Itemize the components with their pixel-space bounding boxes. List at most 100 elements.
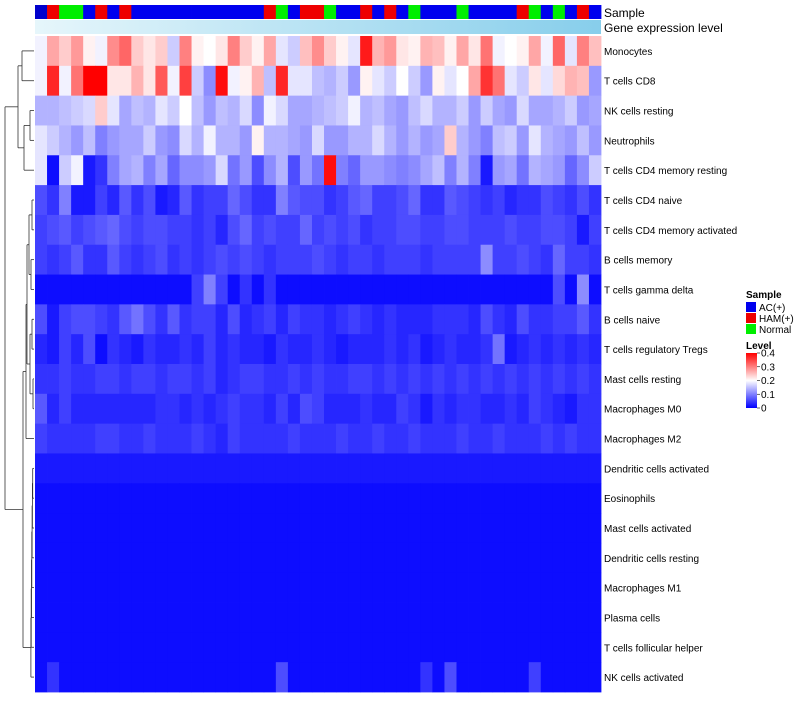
- heatmap-cell: [107, 334, 120, 365]
- heatmap-cell: [576, 453, 590, 484]
- heatmap-cell: [396, 244, 409, 275]
- heatmap-cell: [47, 572, 60, 603]
- heatmap-cell: [372, 155, 385, 186]
- sample-cell: [83, 5, 96, 19]
- heatmap-cell: [275, 632, 289, 663]
- heatmap-cell: [420, 602, 433, 633]
- heatmap-cell: [251, 483, 265, 514]
- heatmap-cell: [372, 36, 385, 67]
- heatmap-cell: [468, 95, 481, 126]
- heatmap-cell: [239, 453, 253, 484]
- heatmap-cell: [311, 393, 325, 425]
- heatmap-cell: [360, 95, 373, 126]
- heatmap-cell: [576, 214, 590, 246]
- heatmap-cell: [336, 632, 349, 663]
- heatmap-cell: [227, 632, 241, 663]
- heatmap-cell: [492, 125, 506, 156]
- heatmap-cell: [324, 65, 337, 97]
- heatmap-cell: [360, 125, 373, 156]
- heatmap-cell: [35, 572, 48, 603]
- heatmap-cell: [47, 95, 60, 126]
- heatmap-cell: [263, 662, 277, 693]
- heatmap-cell: [287, 36, 301, 67]
- heatmap-cell: [59, 393, 72, 425]
- heatmap-cell: [576, 572, 590, 603]
- heatmap-cell: [215, 304, 229, 335]
- heatmap-cell: [492, 423, 506, 454]
- heatmap-cell: [251, 334, 265, 365]
- heatmap-cell: [251, 304, 265, 335]
- heatmap-cell: [107, 542, 120, 574]
- heatmap-cell: [564, 393, 578, 425]
- heatmap-cell: [588, 393, 602, 425]
- heatmap-cell: [251, 572, 265, 603]
- heatmap-cell: [59, 334, 72, 365]
- sample-cell: [528, 5, 542, 19]
- sample-cell: [143, 5, 156, 19]
- heatmap-cell: [35, 214, 48, 246]
- heatmap-cell: [348, 274, 361, 305]
- heatmap-cell: [540, 483, 554, 514]
- heatmap-cell: [119, 483, 132, 514]
- heatmap-cell: [155, 423, 168, 454]
- heatmap-cell: [155, 125, 168, 156]
- heatmap-cell: [167, 393, 180, 425]
- heatmap-cell: [215, 632, 229, 663]
- heatmap-cell: [348, 423, 361, 454]
- heatmap-cell: [504, 334, 518, 365]
- heatmap-cell: [59, 274, 72, 305]
- heatmap-cell: [528, 423, 542, 454]
- heatmap-cell: [564, 453, 578, 484]
- heatmap-cell: [263, 632, 277, 663]
- heatmap-cell: [95, 632, 108, 663]
- heatmap-cell: [480, 155, 494, 186]
- heatmap-cell: [396, 334, 409, 365]
- heatmap-cell: [540, 304, 554, 335]
- heatmap-cell: [287, 95, 301, 126]
- heatmap-cell: [468, 155, 481, 186]
- heatmap-cell: [107, 304, 120, 335]
- heatmap-cell: [143, 185, 156, 216]
- heatmap-cell: [372, 185, 385, 216]
- heatmap-cell: [336, 572, 349, 603]
- heatmap-cell: [95, 423, 108, 454]
- heatmap-cell: [444, 364, 457, 395]
- heatmap-cell: [456, 125, 469, 156]
- heatmap-cell: [360, 304, 373, 335]
- heatmap-cell: [528, 155, 542, 186]
- heatmap-cell: [59, 65, 72, 97]
- sample-cell: [396, 5, 409, 19]
- heatmap-cell: [311, 125, 325, 156]
- heatmap-cell: [360, 602, 373, 633]
- heatmap-cell: [468, 185, 481, 216]
- heatmap-cell: [588, 214, 602, 246]
- heatmap-cell: [119, 662, 132, 693]
- heatmap-cell: [107, 65, 120, 97]
- heatmap-cell: [360, 36, 373, 67]
- sample-cell: [504, 5, 518, 19]
- heatmap-cell: [155, 662, 168, 693]
- heatmap-cell: [348, 185, 361, 216]
- heatmap-cell: [564, 513, 578, 544]
- heatmap-cell: [287, 364, 301, 395]
- heatmap-cell: [324, 513, 337, 544]
- heatmap-cell: [95, 65, 108, 97]
- row-label: T cells CD8: [604, 77, 656, 88]
- heatmap-cell: [35, 602, 48, 633]
- heatmap-cell: [432, 572, 445, 603]
- heatmap-cell: [275, 602, 289, 633]
- heatmap-cell: [384, 602, 397, 633]
- heatmap-cell: [155, 393, 168, 425]
- heatmap-cell: [540, 453, 554, 484]
- heatmap-cell: [420, 36, 433, 67]
- heatmap-cell: [396, 483, 409, 514]
- heatmap-cell: [372, 95, 385, 126]
- heatmap-cell: [251, 65, 265, 97]
- heatmap-cell: [576, 244, 590, 275]
- heatmap-cell: [251, 423, 265, 454]
- heatmap-cell: [227, 364, 241, 395]
- heatmap-cell: [107, 513, 120, 544]
- heatmap-cell: [444, 572, 457, 603]
- heatmap-cell: [492, 542, 506, 574]
- heatmap-cell: [155, 334, 168, 365]
